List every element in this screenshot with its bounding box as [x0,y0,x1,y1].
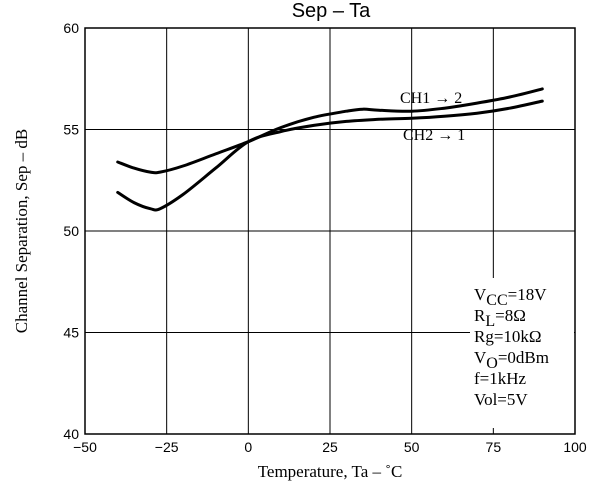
y-tick-label: 45 [63,325,79,341]
series-line-2 [116,99,544,212]
y-axis-label: Channel Separation, Sep – dB [12,129,31,333]
x-tick-label: −25 [155,439,179,455]
series-label-ch2: CH2 → 1 [403,127,465,144]
condition-line: f=1kHz [474,369,527,388]
x-tick-labels: −50 −25 0 25 50 75 100 [73,439,587,455]
series-lines [116,87,544,212]
condition-line: RL=8Ω [474,306,526,330]
x-axis-label: Temperature, Ta – ˚C [258,462,403,481]
condition-line: VCC=18V [474,285,547,309]
x-tick-label: 100 [563,439,587,455]
y-tick-label: 60 [63,20,79,36]
y-tick-label: 50 [63,223,79,239]
y-tick-label: 55 [63,122,79,138]
x-tick-label: 50 [404,439,420,455]
series-line-1 [116,87,544,175]
condition-line: VO=0dBm [474,348,549,372]
y-tick-label: 40 [63,426,79,442]
condition-line: Vol=5V [474,390,528,409]
conditions-box-background [470,278,574,428]
x-tick-label: 0 [244,439,252,455]
x-tick-label: 75 [486,439,502,455]
series-label-ch1: CH1 → 2 [400,90,462,107]
chart-title: Sep – Ta [292,0,371,22]
x-tick-label: −50 [73,439,97,455]
condition-line: Rg=10kΩ [474,327,542,346]
x-tick-label: 25 [322,439,338,455]
grid [85,28,575,434]
y-tick-labels: 40 45 50 55 60 [63,20,79,442]
plot-area-frame [84,27,576,435]
